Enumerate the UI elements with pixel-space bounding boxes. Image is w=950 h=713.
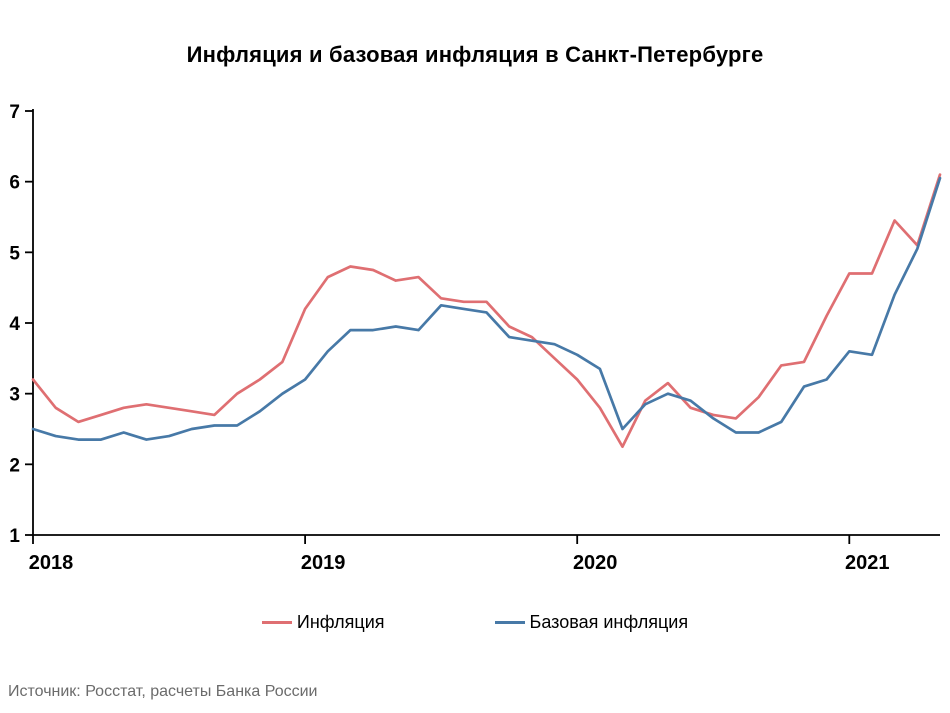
legend-item-core-inflation: Базовая инфляция (494, 612, 689, 633)
inflation-legend-label: Инфляция (296, 612, 385, 632)
core-inflation-legend-label: Базовая инфляция (529, 612, 689, 632)
y-tick-label: 5 (9, 243, 20, 264)
y-tick-label: 4 (9, 314, 20, 335)
y-tick-label: 2 (9, 455, 20, 476)
y-tick-label: 3 (9, 385, 20, 406)
x-tick-label: 2020 (573, 552, 618, 574)
core-inflation-line-swatch (494, 621, 525, 624)
chart-title: Инфляция и базовая инфляция в Санкт-Пете… (186, 42, 764, 67)
chart-legend: Инфляция Базовая инфляция (0, 612, 950, 633)
x-tick-label: 2018 (29, 552, 74, 574)
legend-item-inflation: Инфляция (261, 612, 385, 633)
source-note: Источник: Росстат, расчеты Банка России (8, 683, 318, 700)
inflation-line-swatch (261, 621, 292, 624)
y-tick-label: 7 (9, 102, 20, 123)
x-tick-label: 2019 (301, 552, 346, 574)
x-tick-label: 2021 (845, 552, 890, 574)
core-inflation-line (31, 176, 942, 441)
inflation-line (31, 173, 942, 449)
y-tick-label: 1 (9, 526, 20, 547)
line-chart-plot: 1 2 3 4 5 6 7 2018 2019 2020 2021 (9, 102, 942, 574)
y-tick-label: 6 (9, 173, 20, 194)
